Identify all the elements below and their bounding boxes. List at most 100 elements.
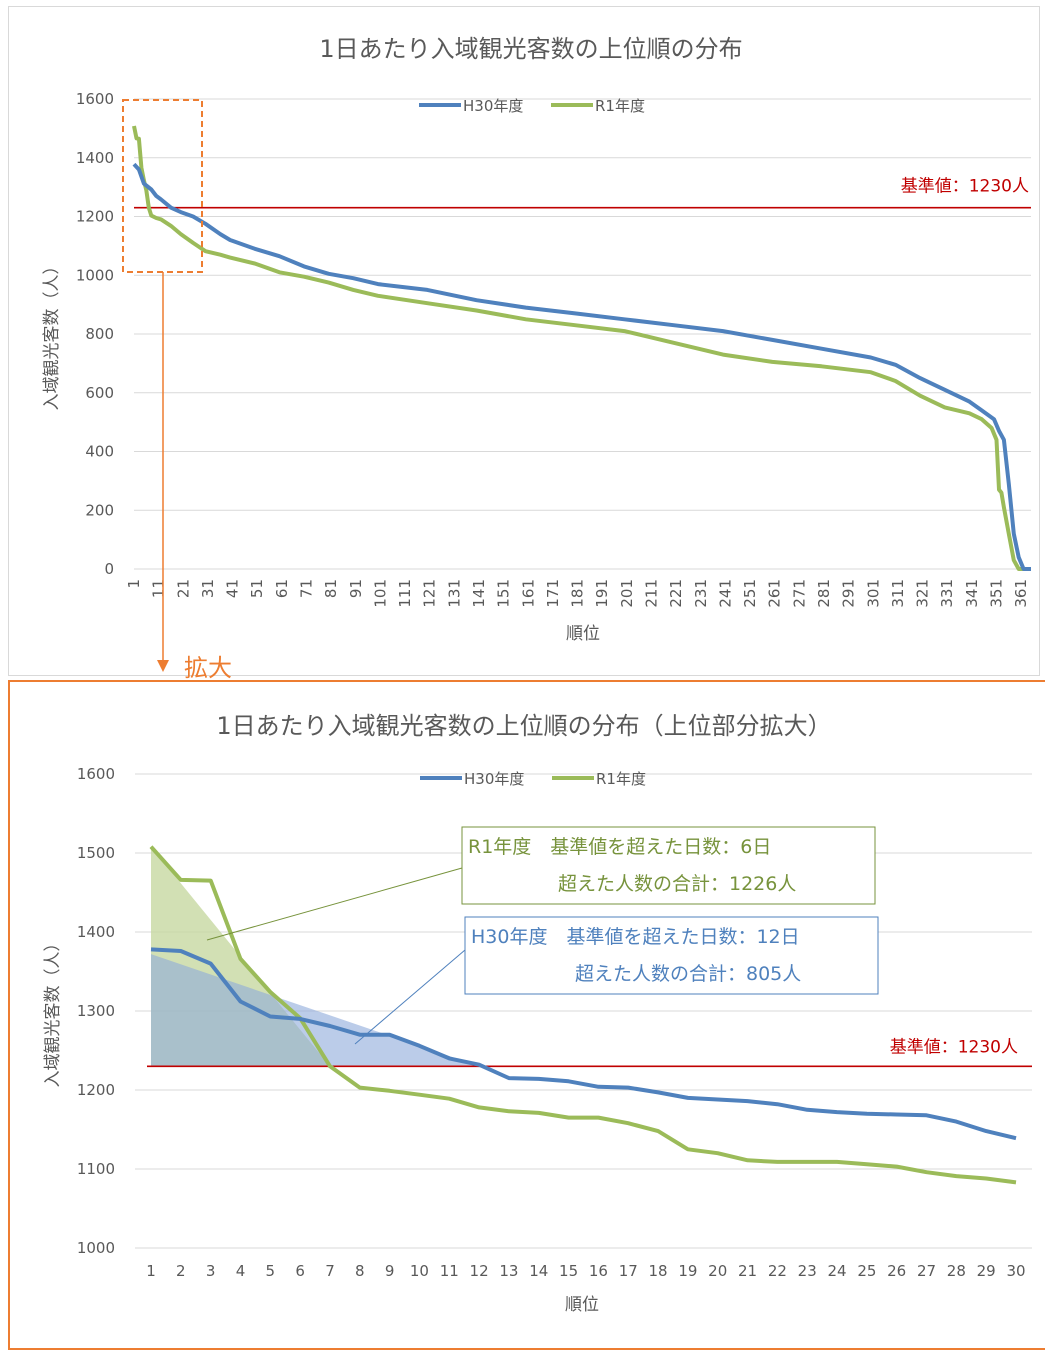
x-tick-label: 2 — [176, 1262, 186, 1280]
x-tick-label: 3 — [206, 1262, 216, 1280]
x-tick-label: 191 — [593, 579, 611, 608]
x-tick-label: 361 — [1012, 579, 1030, 608]
x-tick-label: 4 — [236, 1262, 246, 1280]
annotation-leader — [354, 949, 466, 1045]
x-tick-label: 261 — [766, 579, 784, 608]
x-tick-label: 12 — [470, 1262, 489, 1280]
y-tick-label: 400 — [85, 443, 114, 461]
series-line-R1年度 — [149, 845, 1017, 1185]
y-tick-label: 1300 — [77, 1002, 115, 1020]
x-tick-label: 211 — [643, 579, 661, 608]
zoomed-distribution-chart: 1日あたり入域観光客数の上位順の分布（上位部分拡大） 1000 1100 1200 13… — [8, 680, 1045, 1350]
x-tick-label: 20 — [708, 1262, 727, 1280]
x-tick-label: 1 — [125, 579, 143, 589]
x-tick-label: 71 — [298, 579, 316, 598]
y-tick-label: 800 — [85, 325, 114, 343]
x-tick-label: 311 — [889, 579, 907, 608]
x-tick-label: 31 — [199, 579, 217, 598]
y-tick-label: 600 — [85, 384, 114, 402]
full-distribution-plot: 1日あたり入域観光客数の上位順の分布 0 200 400 600 800 1000 1200 1… — [42, 35, 1031, 644]
annotation-text: 超えた人数の合計：805人 — [575, 963, 801, 985]
x-tick-label: 291 — [840, 579, 858, 608]
x-tick-label: 24 — [827, 1262, 846, 1280]
x-tick-label: 51 — [248, 579, 266, 598]
x-tick-label: 341 — [963, 579, 981, 608]
x-tick-label: 321 — [914, 579, 932, 608]
x-tick-label: 8 — [355, 1262, 365, 1280]
x-tick-label: 241 — [716, 579, 734, 608]
x-tick-label: 331 — [938, 579, 956, 608]
chart-title: 1日あたり入域観光客数の上位順の分布（上位部分拡大） — [216, 712, 831, 740]
x-tick-label: 14 — [529, 1262, 548, 1280]
x-tick-label: 271 — [790, 579, 808, 608]
x-tick-label: 16 — [589, 1262, 608, 1280]
y-tick-label: 1200 — [77, 1081, 115, 1099]
x-tick-label: 18 — [649, 1262, 668, 1280]
x-tick-label: 101 — [371, 579, 389, 608]
series-line-R1年度 — [132, 125, 1031, 571]
x-tick-label: 1 — [146, 1262, 156, 1280]
x-tick-label: 281 — [815, 579, 833, 608]
x-tick-label: 351 — [988, 579, 1006, 608]
y-axis-title: 入域観光客数（人） — [42, 258, 62, 411]
zoomed-distribution-plot: 1日あたり入域観光客数の上位順の分布（上位部分拡大）10001100120013… — [43, 712, 1032, 1315]
x-tick-label: 26 — [887, 1262, 906, 1280]
x-tick-label: 301 — [864, 579, 882, 608]
x-tick-label: 231 — [692, 579, 710, 608]
x-tick-label: 81 — [322, 579, 340, 598]
x-tick-label: 29 — [977, 1262, 996, 1280]
series-line-H30年度 — [132, 162, 1031, 571]
y-tick-label: 1400 — [77, 923, 115, 941]
x-tick-label: 91 — [347, 579, 365, 598]
annotation-box — [464, 916, 879, 995]
y-axis-title: 入域観光客数（人） — [43, 935, 63, 1088]
x-tick-label: 10 — [410, 1262, 429, 1280]
x-tick-label: 181 — [569, 579, 587, 608]
zoom-label: 拡大 — [184, 654, 232, 682]
x-axis-title: 順位 — [566, 624, 600, 644]
x-axis-title: 順位 — [565, 1295, 599, 1315]
y-tick-label: 1200 — [76, 208, 114, 226]
x-tick-label: 21 — [738, 1262, 757, 1280]
x-tick-label: 171 — [544, 579, 562, 608]
annotation-text: 超えた人数の合計：1226人 — [558, 873, 796, 895]
x-tick-label: 19 — [678, 1262, 697, 1280]
x-tick-label: 221 — [667, 579, 685, 608]
x-tick-label: 23 — [798, 1262, 817, 1280]
y-tick-label: 0 — [104, 560, 114, 578]
legend-label: H30年度 — [463, 97, 523, 115]
x-tick-label: 151 — [495, 579, 513, 608]
y-tick-label: 1500 — [77, 844, 115, 862]
annotation-leader — [206, 867, 463, 941]
x-tick-label: 121 — [421, 579, 439, 608]
legend-label: R1年度 — [595, 97, 645, 115]
x-tick-label: 17 — [619, 1262, 638, 1280]
full-distribution-chart: 1日あたり入域観光客数の上位順の分布 0 200 400 600 800 1000 1200 1… — [8, 6, 1040, 676]
legend-label: R1年度 — [596, 770, 646, 788]
x-tick-label: 25 — [857, 1262, 876, 1280]
x-tick-label: 22 — [768, 1262, 787, 1280]
x-tick-label: 21 — [174, 579, 192, 598]
x-tick-label: 111 — [396, 579, 414, 608]
y-tick-label: 1100 — [77, 1160, 115, 1178]
x-tick-label: 201 — [618, 579, 636, 608]
annotation-box — [461, 826, 876, 905]
x-tick-label: 61 — [273, 579, 291, 598]
x-tick-label: 11 — [440, 1262, 459, 1280]
annotation-text: R1年度 基準値を超えた日数：6日 — [468, 836, 771, 858]
x-tick-label: 27 — [917, 1262, 936, 1280]
x-tick-label: 15 — [559, 1262, 578, 1280]
x-tick-label: 141 — [470, 579, 488, 608]
y-tick-label: 200 — [85, 501, 114, 519]
x-tick-label: 7 — [325, 1262, 335, 1280]
reference-line-label: 基準値：1230人 — [901, 177, 1029, 197]
x-tick-label: 161 — [519, 579, 537, 608]
reference-line-label: 基準値：1230人 — [890, 1037, 1018, 1057]
y-tick-label: 1000 — [76, 266, 114, 284]
x-tick-label: 9 — [385, 1262, 395, 1280]
y-tick-label: 1400 — [76, 149, 114, 167]
x-tick-label: 131 — [445, 579, 463, 608]
x-tick-label: 11 — [150, 579, 168, 598]
x-tick-label: 28 — [947, 1262, 966, 1280]
x-tick-label: 251 — [741, 579, 759, 608]
